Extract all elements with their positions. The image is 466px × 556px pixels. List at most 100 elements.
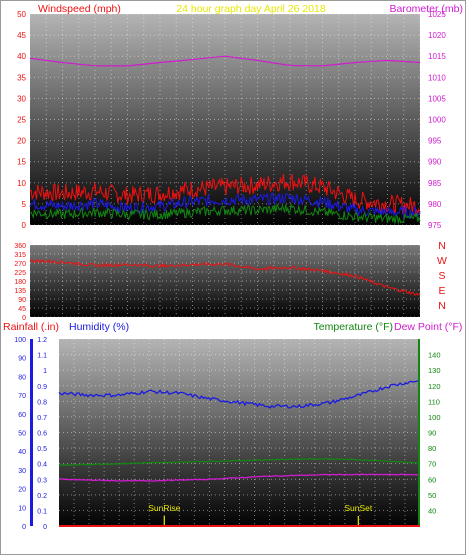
panel1-series-magenta bbox=[29, 55, 421, 67]
sun-marker-label: SunSet bbox=[344, 503, 373, 513]
panel3-x-tick-label: 14 bbox=[265, 530, 274, 539]
panel2-series bbox=[29, 258, 421, 296]
wind-direction-tick-label: 90 bbox=[18, 297, 26, 304]
humidity-tick-labels: 0 10 20 30 40 50 60 70 80 90 100 bbox=[14, 337, 26, 531]
humidity-tick-label: 100 bbox=[14, 337, 26, 344]
humidity-tick-label: 70 bbox=[18, 393, 26, 400]
temperature-tick-label: 70 bbox=[428, 460, 436, 469]
wind-direction-tick-label: 360 bbox=[14, 243, 26, 250]
panel1-series bbox=[29, 55, 421, 224]
humidity-tick-label: 10 bbox=[18, 505, 26, 512]
wind-direction-tick-label: 45 bbox=[18, 306, 26, 313]
rainfall-tick-label: 0.6 bbox=[37, 431, 47, 438]
windspeed-tick-label: 30 bbox=[17, 94, 26, 103]
humidity-tick-label: 90 bbox=[18, 356, 26, 363]
panel3-plot-area bbox=[59, 339, 420, 526]
windspeed-tick-label: 50 bbox=[17, 10, 26, 19]
panel3-x-tick-label: 12 bbox=[235, 530, 244, 539]
windspeed-tick-label: 10 bbox=[17, 179, 26, 188]
rainfall-tick-labels: 0 0.1 0.2 0.3 0.4 0.5 0.6 0.7 0.8 0.9 1 1.1 1.2 bbox=[37, 337, 47, 531]
rainfall-tick-label: 0.8 bbox=[37, 399, 47, 406]
panel3-x-tick-label: 06 bbox=[145, 530, 154, 539]
panel3-x-tick-label: 02 bbox=[85, 530, 94, 539]
rainfall-tick-label: 0.1 bbox=[37, 508, 47, 515]
temperature-tick-label: 120 bbox=[428, 382, 441, 391]
panel2-grid bbox=[30, 244, 421, 318]
rainfall-tick-label: 1 bbox=[43, 368, 47, 375]
wind-direction-tick-label: 0 bbox=[22, 315, 26, 322]
rainfall-tick-label: 1.1 bbox=[37, 353, 47, 360]
humidity-tick-label: 80 bbox=[18, 374, 26, 381]
panel1-series-blue bbox=[29, 192, 421, 220]
windspeed-tick-label: 35 bbox=[17, 73, 26, 82]
windspeed-tick-label: 40 bbox=[17, 52, 26, 61]
barometer-tick-label: 985 bbox=[428, 179, 442, 188]
graph-title: 24 hour graph day April 26 2018 bbox=[176, 3, 326, 15]
windspeed-tick-label: 25 bbox=[17, 116, 26, 125]
panel1-x-tick-label: 10 bbox=[188, 232, 197, 241]
windspeed-tick-label: 15 bbox=[17, 158, 26, 167]
windspeed-tick-label: 0 bbox=[22, 221, 27, 230]
sun-marker-label: SunRise bbox=[148, 503, 180, 513]
rainfall-tick-label: 1.2 bbox=[37, 337, 47, 344]
rainfall-tick-label: 0.5 bbox=[37, 446, 47, 453]
panel3-x-tick-label: 10 bbox=[205, 530, 214, 539]
panel1-x-tick-label: 00 bbox=[416, 232, 425, 241]
panel3-x-tick-label: 20 bbox=[355, 530, 364, 539]
temperature-tick-label: 80 bbox=[428, 444, 436, 453]
wind-direction-tick-label: 270 bbox=[14, 261, 26, 268]
wind-direction-tick-labels: 0 45 90 135 180 225 270 315 360 bbox=[14, 243, 26, 322]
windspeed-tick-label: 20 bbox=[17, 137, 26, 146]
panel1-series-green bbox=[29, 203, 421, 224]
temperature-tick-label: 90 bbox=[428, 429, 436, 438]
barometer-tick-label: 1000 bbox=[428, 116, 446, 125]
panel1-x-tick-labels: 02 04 06 08 10 12 14 16 18 20 22 00 bbox=[58, 232, 425, 241]
compass-direction-label: N bbox=[438, 240, 446, 252]
panel3-x-tick-label: 08 bbox=[175, 530, 184, 539]
dew-point-axis-label: Dew Point (°F) bbox=[394, 321, 462, 333]
humidity-tick-label: 60 bbox=[18, 412, 26, 419]
barometer-tick-label: 1010 bbox=[428, 73, 446, 82]
temperature-tick-label: 60 bbox=[428, 475, 436, 484]
humidity-tick-label: 30 bbox=[18, 468, 26, 475]
humidity-axis-bar bbox=[30, 339, 33, 526]
wind-direction-tick-label: 315 bbox=[14, 252, 26, 259]
humidity-tick-label: 50 bbox=[18, 431, 26, 438]
windspeed-axis-label: Windspeed (mph) bbox=[38, 3, 121, 15]
rainfall-tick-label: 0.7 bbox=[37, 415, 47, 422]
panel1-x-tick-label: 12 bbox=[221, 232, 230, 241]
wind-direction-tick-label: 180 bbox=[14, 279, 26, 286]
rainfall-tick-label: 0.2 bbox=[37, 493, 47, 500]
temperature-tick-label: 130 bbox=[428, 366, 441, 375]
panel1-x-tick-label: 06 bbox=[123, 232, 132, 241]
windspeed-tick-label: 45 bbox=[17, 31, 26, 40]
panel1-x-tick-label: 22 bbox=[383, 232, 392, 241]
wind-direction-series bbox=[29, 258, 421, 296]
compass-direction-label: W bbox=[437, 255, 447, 267]
temperature-tick-labels: 40 50 60 70 80 90 100 110 120 130 140 bbox=[428, 351, 441, 516]
rainfall-tick-label: 0.3 bbox=[37, 477, 47, 484]
panel3-x-tick-label: 22 bbox=[385, 530, 394, 539]
barometer-tick-label: 1015 bbox=[428, 52, 446, 61]
temperature-axis-bar bbox=[418, 339, 420, 526]
panel3-series-green bbox=[58, 457, 421, 467]
panel1-x-tick-label: 14 bbox=[253, 232, 262, 241]
panel2-plot-area bbox=[30, 245, 420, 317]
humidity-tick-label: 20 bbox=[18, 487, 26, 494]
wind-direction-tick-label: 135 bbox=[14, 288, 26, 295]
sun-markers: SunRise SunSet bbox=[148, 503, 373, 526]
panel3-x-tick-labels: 02 04 06 08 10 12 14 16 18 20 22 bbox=[85, 530, 395, 539]
humidity-tick-label: 0 bbox=[22, 524, 26, 531]
panel3-x-tick-label: 18 bbox=[325, 530, 334, 539]
compass-direction-label: E bbox=[438, 285, 445, 297]
barometer-tick-labels: 975 980 985 990 995 1000 1005 1010 1015 1020 1025 bbox=[428, 10, 446, 230]
barometer-tick-label: 975 bbox=[428, 221, 442, 230]
compass-direction-label: S bbox=[438, 270, 445, 282]
rainfall-tick-label: 0.9 bbox=[37, 384, 47, 391]
panel3-series-blue bbox=[58, 379, 421, 409]
rainfall-tick-label: 0.4 bbox=[37, 462, 47, 469]
barometer-tick-label: 995 bbox=[428, 137, 442, 146]
